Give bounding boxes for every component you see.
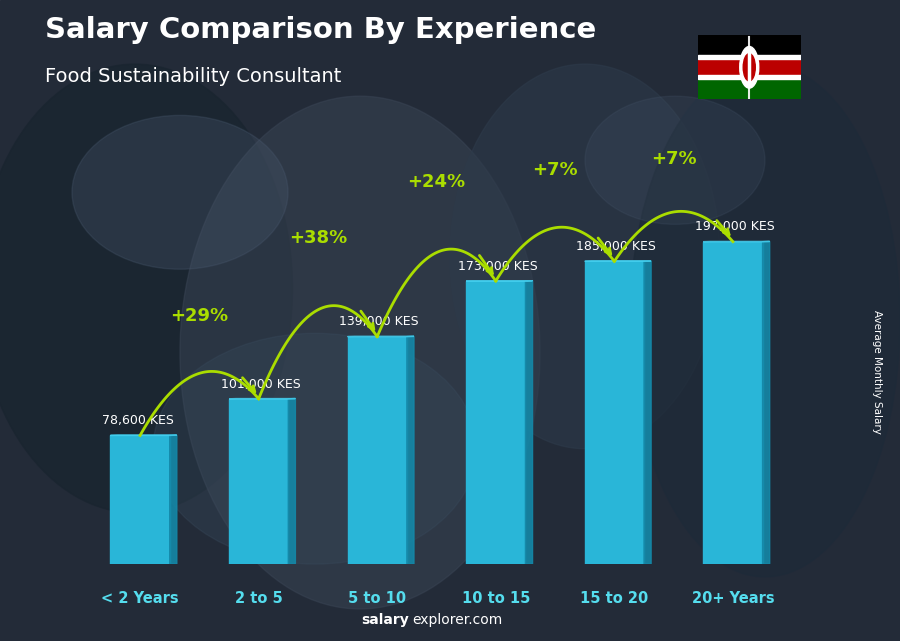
Bar	[698, 56, 801, 60]
Circle shape	[153, 333, 477, 564]
Text: 139,000 KES: 139,000 KES	[339, 315, 418, 328]
Text: 20+ Years: 20+ Years	[691, 591, 774, 606]
Bar	[698, 35, 801, 56]
Text: +29%: +29%	[170, 306, 229, 324]
Bar	[111, 435, 170, 564]
Text: explorer.com: explorer.com	[412, 613, 502, 627]
Bar	[698, 56, 801, 78]
Ellipse shape	[450, 64, 720, 449]
Text: 173,000 KES: 173,000 KES	[458, 260, 537, 273]
Text: 185,000 KES: 185,000 KES	[576, 240, 656, 253]
Polygon shape	[644, 261, 651, 564]
Bar	[229, 399, 288, 564]
Circle shape	[585, 96, 765, 224]
Text: +38%: +38%	[289, 229, 347, 247]
Ellipse shape	[0, 64, 292, 513]
Ellipse shape	[630, 64, 900, 577]
Text: +24%: +24%	[408, 174, 465, 192]
Text: Salary Comparison By Experience: Salary Comparison By Experience	[45, 16, 596, 44]
Text: Average Monthly Salary: Average Monthly Salary	[872, 310, 883, 434]
Ellipse shape	[743, 54, 755, 81]
Text: +7%: +7%	[651, 149, 697, 167]
Bar	[585, 262, 644, 564]
Text: 5 to 10: 5 to 10	[348, 591, 406, 606]
Text: < 2 Years: < 2 Years	[102, 591, 179, 606]
Text: Food Sustainability Consultant: Food Sustainability Consultant	[45, 67, 341, 87]
Polygon shape	[762, 242, 770, 564]
Bar	[466, 281, 526, 564]
Text: 15 to 20: 15 to 20	[580, 591, 649, 606]
Bar	[347, 337, 407, 564]
Polygon shape	[407, 337, 414, 564]
Text: 78,600 KES: 78,600 KES	[102, 414, 174, 428]
Text: 197,000 KES: 197,000 KES	[695, 221, 775, 233]
Text: 2 to 5: 2 to 5	[235, 591, 283, 606]
Ellipse shape	[180, 96, 540, 609]
Text: salary: salary	[362, 613, 410, 627]
Bar	[698, 78, 801, 99]
Polygon shape	[288, 399, 295, 564]
Text: +7%: +7%	[532, 162, 578, 179]
Text: 101,000 KES: 101,000 KES	[220, 378, 301, 390]
Ellipse shape	[740, 47, 759, 88]
Bar	[698, 75, 801, 79]
Polygon shape	[170, 435, 176, 564]
Text: 10 to 15: 10 to 15	[462, 591, 530, 606]
Circle shape	[72, 115, 288, 269]
Bar	[703, 242, 762, 564]
Polygon shape	[526, 281, 533, 564]
